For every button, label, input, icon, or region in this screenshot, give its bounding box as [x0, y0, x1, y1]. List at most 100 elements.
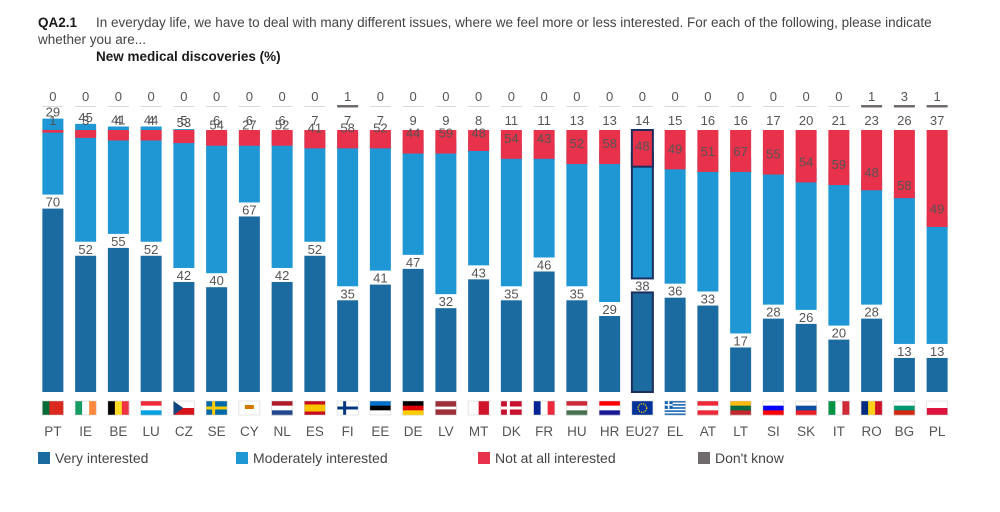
label-very-cy: 67 [242, 202, 256, 217]
bar-not-ee [369, 130, 391, 149]
baseline-dontknow-cz [173, 106, 195, 107]
label-very-ro: 28 [864, 305, 878, 320]
bar-moderately-hr [599, 150, 621, 303]
label-not-hu: 13 [570, 113, 584, 128]
legend-item-dontknow: Don't know [698, 450, 784, 466]
label-very-lt: 17 [733, 333, 747, 348]
label-very-de: 47 [406, 255, 420, 270]
bar-moderately-de [402, 139, 424, 255]
bar-very-ie [75, 255, 97, 392]
chart-header: QA2.1 In everyday life, we have to deal w… [38, 14, 938, 65]
bar-not-fi [337, 130, 359, 149]
flag-se-icon [205, 400, 228, 416]
label-moderately-cz: 53 [177, 115, 191, 130]
label-dontknow-pl: 1 [934, 89, 941, 104]
baseline-dontknow-lt [730, 106, 752, 107]
bar-not-pl [926, 130, 948, 227]
flag-eu27-icon [631, 400, 654, 416]
bar-moderately-it [828, 171, 850, 326]
label-moderately-mt: 48 [471, 126, 485, 141]
label-dontknow-fi: 1 [344, 89, 351, 104]
question-text: In everyday life, we have to deal with m… [38, 15, 932, 47]
label-moderately-ee: 52 [373, 120, 387, 135]
label-very-lv: 32 [439, 294, 453, 309]
flag-cy-icon [238, 400, 261, 416]
category-label-pl: PL [929, 424, 946, 439]
label-not-ro: 23 [864, 113, 878, 128]
label-dontknow-hr: 0 [606, 89, 613, 104]
baseline-dontknow-de [402, 106, 424, 107]
label-moderately-se: 54 [209, 118, 223, 133]
flag-lt-icon [729, 400, 752, 416]
label-dontknow-sk: 0 [803, 89, 810, 104]
label-dontknow-si: 0 [770, 89, 777, 104]
label-moderately-de: 44 [406, 126, 420, 141]
baseline-dontknow-fr [533, 106, 555, 107]
bar-moderately-dk [500, 144, 522, 287]
flag-hu-icon [566, 400, 588, 416]
label-moderately-ro: 48 [864, 165, 878, 180]
label-moderately-lu: 44 [144, 112, 158, 127]
category-label-bg: BG [895, 424, 915, 439]
bar-not-cz [173, 130, 195, 144]
bar-not-bg [893, 130, 915, 199]
category-label-sk: SK [797, 424, 815, 439]
bar-very-hr [599, 316, 621, 392]
bar-not-at [697, 130, 719, 172]
label-not-fr: 11 [537, 113, 551, 128]
flag-lu-icon [140, 400, 162, 416]
flag-pt-icon [42, 400, 64, 416]
label-not-pt: 1 [49, 113, 56, 128]
label-very-cz: 42 [177, 268, 191, 283]
legend-item-very: Very interested [38, 450, 148, 466]
label-dontknow-eu27: 0 [639, 89, 646, 104]
label-dontknow-lv: 0 [442, 89, 449, 104]
label-very-nl: 42 [275, 268, 289, 283]
bar-moderately-pl [926, 215, 948, 344]
label-dontknow-ie: 0 [82, 89, 89, 104]
bar-not-be [107, 130, 129, 141]
flag-sk-icon [795, 400, 817, 416]
bar-moderately-hu [566, 150, 588, 287]
bar-moderately-nl [271, 131, 293, 268]
flag-bg-icon [893, 400, 916, 416]
bar-not-ro [861, 130, 883, 191]
flag-nl-icon [271, 400, 293, 416]
bar-not-hu [566, 130, 588, 165]
flag-it-icon [828, 400, 850, 416]
baseline-dontknow-si [762, 106, 784, 107]
flag-dk-icon [500, 400, 523, 416]
baseline-dontknow-pt [42, 106, 64, 107]
category-label-lt: LT [733, 424, 748, 439]
label-not-sk: 20 [799, 113, 813, 128]
label-very-pt: 70 [46, 195, 60, 210]
label-very-mt: 43 [471, 265, 485, 280]
baseline-dontknow-dk [500, 106, 522, 107]
bar-moderately-pt [42, 118, 64, 195]
label-moderately-pl: 49 [930, 202, 944, 217]
bar-very-fi [337, 300, 359, 392]
label-moderately-at: 51 [701, 144, 715, 159]
flag-fi-icon [336, 400, 359, 416]
label-not-si: 17 [766, 113, 780, 128]
bar-not-si [762, 130, 784, 175]
bar-moderately-fr [533, 144, 555, 258]
bar-moderately-sk [795, 168, 817, 310]
label-very-fi: 35 [340, 286, 354, 301]
flag-hr-icon [598, 400, 621, 416]
bar-moderately-ie [75, 123, 97, 242]
label-moderately-lv: 59 [439, 126, 453, 141]
label-very-ie: 52 [78, 242, 92, 257]
label-not-lt: 16 [733, 113, 747, 128]
bar-not-hr [599, 130, 621, 165]
bar-not-eu27 [630, 129, 654, 168]
label-dontknow-de: 0 [410, 89, 417, 104]
label-dontknow-se: 0 [213, 89, 220, 104]
flag-si-icon [762, 400, 785, 416]
label-very-hu: 35 [570, 286, 584, 301]
label-not-ie: 3 [82, 113, 89, 128]
label-dontknow-ee: 0 [377, 89, 384, 104]
label-very-bg: 13 [897, 344, 911, 359]
bar-moderately-el [664, 155, 686, 284]
bar-very-se [206, 287, 228, 392]
